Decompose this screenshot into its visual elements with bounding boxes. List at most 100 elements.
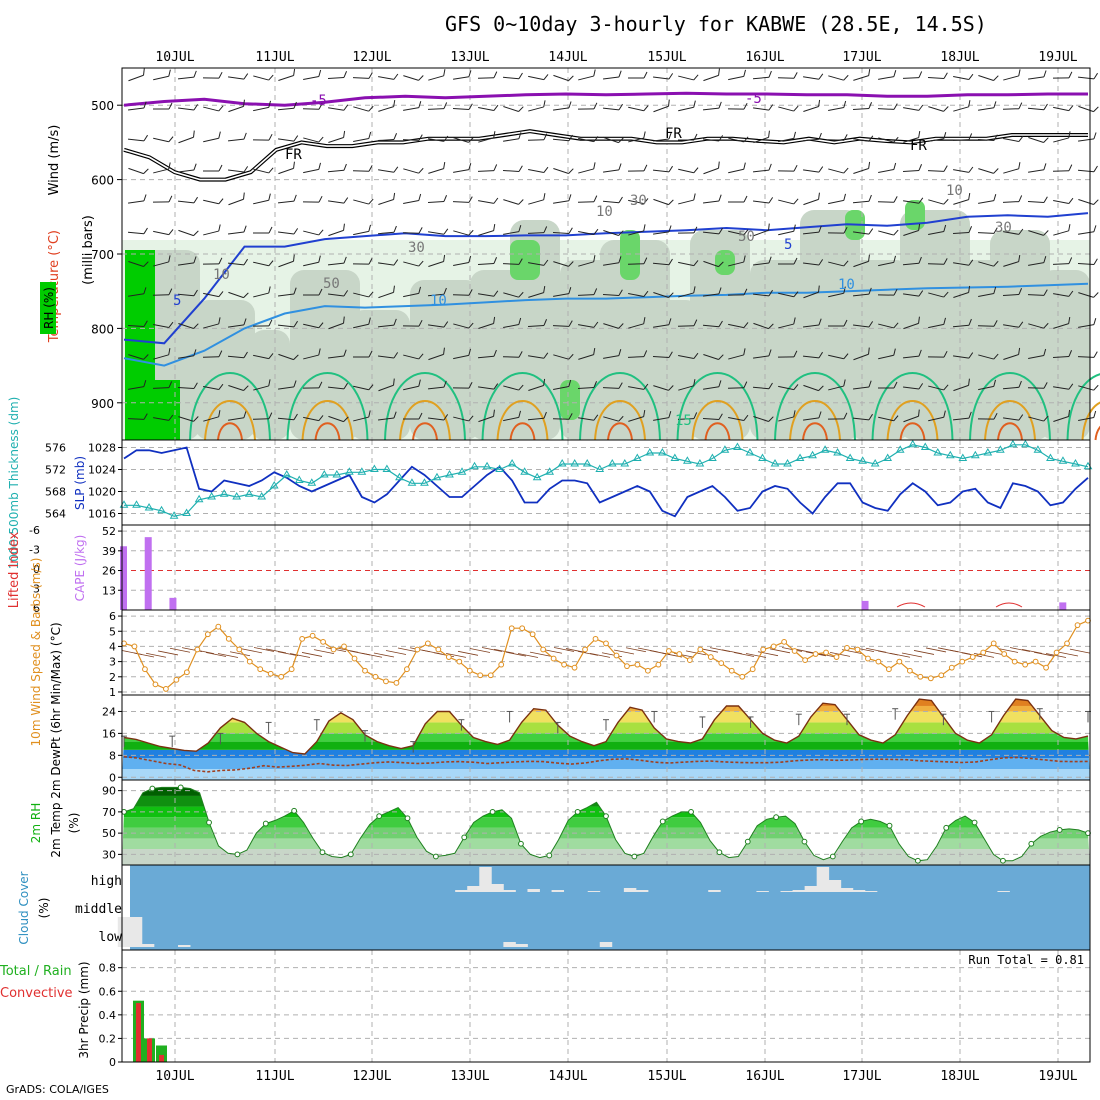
thickness-marker [482,461,492,470]
barb-shaft [977,232,995,234]
barb-feather [943,317,946,325]
cloud-tick-label: low [99,930,123,945]
wind-barb [953,100,971,112]
barb-feather [818,259,824,266]
barb-feather [493,71,498,78]
surface-wind-barb [217,653,239,658]
barb-feather [318,136,324,143]
barb-shaft [377,324,395,328]
barb-feather [393,352,399,359]
bottom-date-label: 14JUL [548,1069,587,1084]
barb-shaft [828,199,844,205]
wind-barb [328,197,349,204]
ylabel-precip-total: Total / Rain [0,964,72,979]
barb-shaft [653,385,669,391]
wind-speed-marker [634,661,641,668]
temp-band [122,741,1090,750]
barb-feather [593,228,599,235]
barb-shaft [227,231,245,235]
isotherm-15 [189,372,271,441]
barb-feather [343,382,348,390]
temp-band [122,769,1090,780]
barb-shaft [178,416,194,422]
wind-barb [528,285,546,298]
thickness-marker [945,450,955,459]
barb-shaft [952,324,970,328]
barb-shaft [702,200,720,204]
barb-feather [1068,290,1074,297]
barb-feather [693,379,696,386]
rh-band [122,795,1090,807]
barb-shaft [1077,169,1095,173]
wind-barb [853,254,870,268]
barb-feather [293,413,298,420]
surface-wind-barb [229,651,251,657]
rh-band [122,817,1090,828]
barb-shaft [702,107,720,111]
wind-barb [503,410,521,422]
thickness-marker [683,456,692,464]
barb-shaft [1028,354,1044,360]
thickness-marker [870,459,880,467]
wind-barb [553,379,572,391]
barb-shaft [928,138,944,142]
barb-shaft [953,75,969,81]
rh-layer-70 [510,240,540,280]
barb-feather [343,130,346,138]
wind-barb [978,260,999,267]
thickness-marker [307,478,317,486]
wind-barb [928,384,949,391]
barb-feather [218,383,224,390]
barb-feather [568,379,572,387]
barb-feather [393,285,395,293]
barb-shaft [228,105,244,113]
wind-barb [1028,256,1047,266]
barb-feather [368,291,374,298]
wind-barb [278,254,295,268]
barb-shaft [1027,200,1045,204]
wind-barb [653,292,674,298]
wind-barb [753,223,770,237]
wind-barb [277,287,297,297]
barb-shaft [928,323,944,329]
barb-shaft [1053,293,1069,297]
wind-barb [727,288,748,296]
barb-shaft [752,293,770,297]
isotherm-20 [594,400,646,441]
rh-layer-70 [905,200,925,230]
run-total-annotation: Run Total = 0.81 [968,953,1084,967]
barb-feather [418,193,422,201]
barb-feather [793,384,799,390]
barb-shaft [828,168,844,174]
barb-feather [843,353,849,360]
wind-barb [977,412,998,420]
barb-shaft [1078,138,1094,142]
wind-barb [253,74,274,81]
barb-feather [1093,351,1098,358]
barb-shaft [628,106,644,112]
wind-barb [928,106,949,112]
wind-barb [602,382,623,389]
barb-shaft [453,323,469,329]
barb-shaft [353,385,369,391]
barb-shaft [1027,387,1045,389]
wind-speed-marker [163,686,169,692]
wind-speed-marker [865,655,871,662]
barb-shaft [203,106,219,112]
wind-barb [603,349,622,359]
wind-tick-label: 6 [109,610,116,623]
barb-feather [218,317,221,325]
rh2m-marker [1000,857,1006,864]
barb-shaft [277,417,295,421]
barb-shaft [878,261,894,267]
barb-feather [318,415,324,421]
barb-feather [193,382,198,389]
wind-speed-marker [1043,664,1049,671]
top-date-label: 12JUL [352,50,391,65]
barb-feather [1043,382,1048,389]
barb-feather [568,287,572,294]
thickness-marker [570,459,580,467]
wind-speed-marker [917,673,924,680]
surface-wind-barb [793,648,815,654]
barb-shaft [628,292,644,298]
